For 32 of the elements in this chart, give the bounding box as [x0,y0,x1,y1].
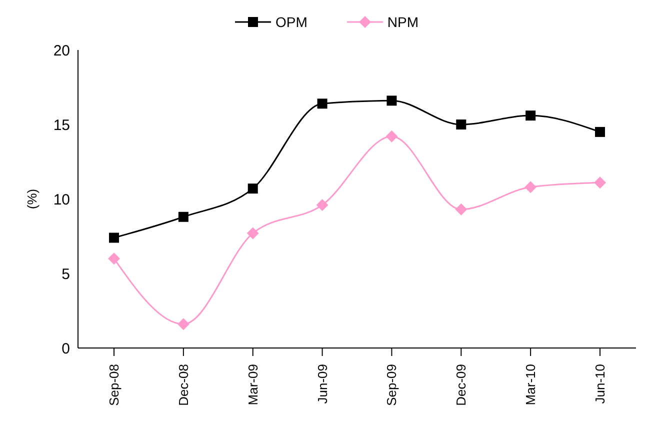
point [386,130,398,142]
x-tick-label: Sep-09 [384,364,400,406]
y-axis-title: (%) [24,188,40,210]
y-tick-label: 20 [53,42,70,60]
y-tick-label: 15 [53,116,70,134]
y-tick-label: 0 [62,340,70,358]
point [524,181,537,194]
x-tick-label: Sep-08 [106,364,122,406]
y-tick-label: 5 [62,266,70,283]
point [177,318,190,330]
point [594,176,606,189]
point [456,120,466,130]
point [248,184,258,194]
x-tick-label: Mar-10 [523,364,538,406]
point [316,198,328,211]
x-tick-label: Mar-09 [245,364,260,406]
y-tick-label: 10 [53,191,70,208]
x-tick-label: Jun-10 [592,364,608,404]
x-tick-label: Dec-08 [176,364,191,406]
point [108,252,120,265]
point [526,110,536,121]
x-tick-label: Jun-09 [314,364,330,404]
point [455,203,468,216]
point [386,96,397,106]
legend-label: NPM [387,14,418,30]
x-tick-label: Dec-09 [454,364,469,406]
point [317,98,328,109]
point [595,126,605,137]
point [109,232,119,243]
point [246,227,259,240]
point [178,212,188,222]
legend-label: OPM [275,14,308,30]
